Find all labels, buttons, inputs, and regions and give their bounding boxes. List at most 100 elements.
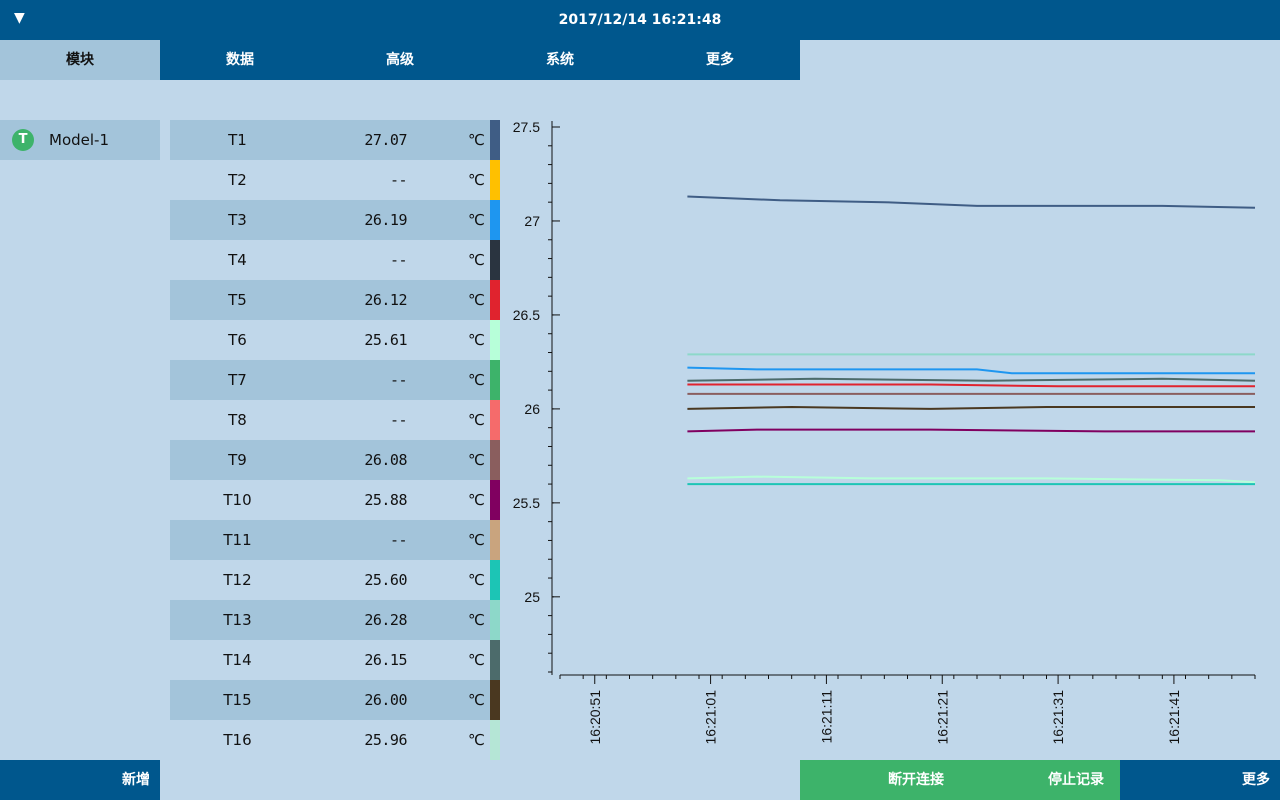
- datetime-display: 2017/12/14 16:21:48: [558, 12, 722, 28]
- channel-row[interactable]: T4 -- ℃: [170, 240, 500, 280]
- channel-name: T12: [223, 571, 252, 589]
- channel-name: T6: [228, 331, 247, 349]
- channel-row[interactable]: T1 27.07 ℃: [170, 120, 500, 160]
- channel-row[interactable]: T14 26.15 ℃: [170, 640, 500, 680]
- stop-recording-button[interactable]: 停止记录: [1048, 772, 1104, 788]
- channel-name: T3: [228, 211, 247, 229]
- channel-row[interactable]: T13 26.28 ℃: [170, 600, 500, 640]
- series-line: [687, 428, 1255, 433]
- more-button-label: 更多: [1242, 772, 1270, 788]
- channel-row[interactable]: T16 25.96 ℃: [170, 720, 500, 760]
- channel-row[interactable]: T15 26.00 ℃: [170, 680, 500, 720]
- channel-value: 25.96: [364, 731, 407, 749]
- add-button[interactable]: 新增: [0, 760, 160, 800]
- channel-color-swatch: [490, 560, 500, 600]
- module-status-icon: T: [12, 129, 34, 151]
- channel-value: 25.61: [364, 331, 407, 349]
- channel-color-swatch: [490, 280, 500, 320]
- channel-row[interactable]: T2 -- ℃: [170, 160, 500, 200]
- channel-unit: ℃: [468, 691, 485, 709]
- channel-value: 26.28: [364, 611, 407, 629]
- channel-unit: ℃: [468, 571, 485, 589]
- y-tick-label: 26.5: [513, 307, 540, 323]
- channel-name: T13: [223, 611, 252, 629]
- more-button[interactable]: 更多: [1120, 760, 1280, 800]
- channel-value: --: [389, 531, 408, 549]
- channel-row[interactable]: T5 26.12 ℃: [170, 280, 500, 320]
- x-tick-label: 16:21:21: [934, 690, 950, 745]
- channel-unit: ℃: [468, 131, 485, 149]
- channel-name: T1: [228, 131, 247, 149]
- channel-color-swatch: [490, 440, 500, 480]
- y-tick-label: 27: [524, 213, 540, 229]
- channel-name: T15: [223, 691, 252, 709]
- module-list-item[interactable]: T Model-1: [0, 120, 160, 160]
- main-tabs: 模块 数据 高级 系统 更多: [0, 40, 800, 80]
- top-bar: ▼ 2017/12/14 16:21:48: [0, 0, 1280, 40]
- chart-canvas: 25 25.5 26 26.5 27 27.5 16:20:51 16:21:01 16:21:…: [513, 119, 1256, 745]
- channel-value: 27.07: [364, 131, 407, 149]
- channel-value: 25.88: [364, 491, 407, 509]
- channel-color-swatch: [490, 520, 500, 560]
- channel-color-swatch: [490, 120, 500, 160]
- channel-name: T4: [228, 251, 247, 269]
- channel-unit: ℃: [468, 651, 485, 669]
- channel-unit: ℃: [468, 371, 485, 389]
- tab-advanced[interactable]: 高级: [320, 40, 480, 80]
- channel-value: --: [389, 411, 408, 429]
- y-tick-label: 25.5: [513, 495, 540, 511]
- channel-color-swatch: [490, 320, 500, 360]
- series-line: [687, 195, 1256, 209]
- channel-value: 26.12: [364, 291, 407, 309]
- add-button-label: 新增: [122, 772, 150, 788]
- channel-row[interactable]: T9 26.08 ℃: [170, 440, 500, 480]
- channel-unit: ℃: [468, 211, 485, 229]
- channel-color-swatch: [490, 720, 500, 760]
- channel-row[interactable]: T3 26.19 ℃: [170, 200, 500, 240]
- tab-more[interactable]: 更多: [640, 40, 800, 80]
- series-line: [687, 405, 1255, 410]
- channel-row[interactable]: T6 25.61 ℃: [170, 320, 500, 360]
- channel-row[interactable]: T12 25.60 ℃: [170, 560, 500, 600]
- channel-color-swatch: [490, 200, 500, 240]
- series-line: [687, 366, 1255, 375]
- channel-unit: ℃: [468, 331, 485, 349]
- y-tick-label: 25: [524, 589, 540, 605]
- channel-color-swatch: [490, 480, 500, 520]
- module-label: Model-1: [49, 131, 109, 149]
- channel-unit: ℃: [468, 291, 485, 309]
- series-line: [687, 383, 1255, 388]
- y-tick-label: 26: [524, 401, 540, 417]
- x-tick-label: 16:20:51: [587, 690, 603, 745]
- channel-name: T10: [223, 491, 252, 509]
- channel-unit: ℃: [468, 411, 485, 429]
- channel-name: T14: [223, 651, 252, 669]
- channel-value: 25.60: [364, 571, 407, 589]
- channel-unit: ℃: [468, 731, 485, 749]
- channel-value: 26.19: [364, 211, 407, 229]
- channel-row[interactable]: T11 -- ℃: [170, 520, 500, 560]
- x-tick-label: 16:21:41: [1166, 690, 1182, 745]
- disconnect-button[interactable]: 断开连接: [888, 772, 944, 788]
- channel-value: --: [389, 371, 408, 389]
- tab-data[interactable]: 数据: [160, 40, 320, 80]
- series-line: [687, 475, 1256, 484]
- channel-name: T2: [228, 171, 247, 189]
- channel-row[interactable]: T7 -- ℃: [170, 360, 500, 400]
- x-tick-label: 16:21:01: [703, 690, 719, 745]
- channel-unit: ℃: [468, 531, 485, 549]
- channel-row[interactable]: T8 -- ℃: [170, 400, 500, 440]
- channel-unit: ℃: [468, 491, 485, 509]
- tab-module[interactable]: 模块: [0, 40, 160, 80]
- channel-color-swatch: [490, 240, 500, 280]
- channel-color-swatch: [490, 160, 500, 200]
- x-tick-label: 16:21:11: [818, 690, 834, 744]
- channel-name: T7: [228, 371, 247, 389]
- channel-row[interactable]: T10 25.88 ℃: [170, 480, 500, 520]
- channel-color-swatch: [490, 400, 500, 440]
- bottom-bar: 新增 断开连接 停止记录 更多: [0, 760, 1280, 800]
- channel-color-swatch: [490, 680, 500, 720]
- temperature-chart: 25 25.5 26 26.5 27 27.5 16:20:51 16:21:01 16:21:…: [500, 100, 1280, 760]
- caret-down-icon[interactable]: ▼: [14, 10, 25, 26]
- tab-system[interactable]: 系统: [480, 40, 640, 80]
